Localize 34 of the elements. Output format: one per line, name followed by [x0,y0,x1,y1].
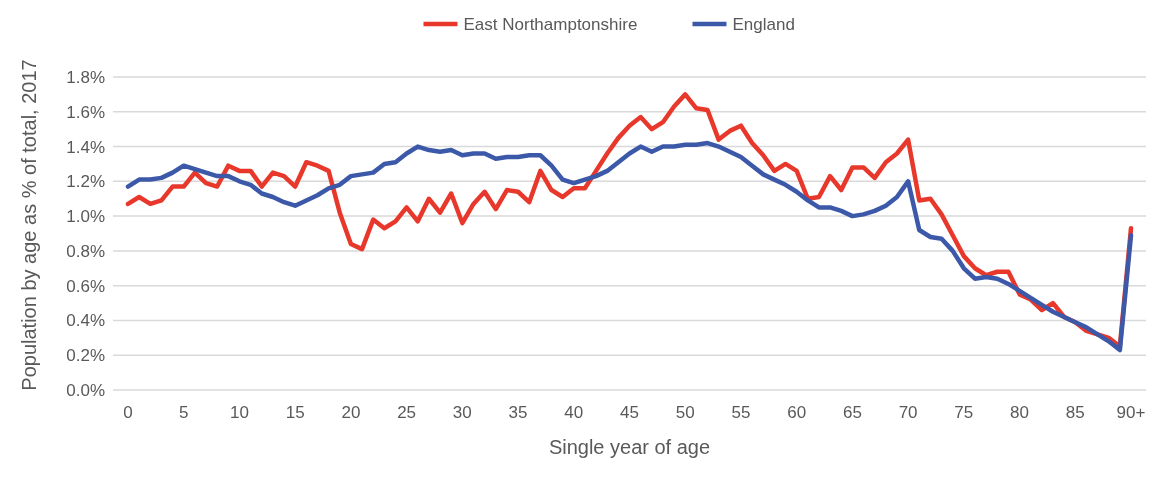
x-tick-label: 5 [178,403,189,422]
y-tick-label: 0.2% [66,346,105,366]
x-tick-label: 10 [229,403,249,422]
x-tick-label: 30 [452,403,472,422]
y-tick-label: 0.4% [66,311,105,331]
y-tick-label: 0.8% [66,241,105,261]
x-tick-label: 65 [842,403,862,422]
x-tick-label: 90+ [1116,403,1146,422]
x-tick-label: 75 [954,403,974,422]
y-tick-label: 1.6% [66,102,105,122]
y-tick-label: 0.0% [66,380,105,400]
x-tick-label: 0 [123,403,133,422]
y-tick-label: 1.8% [66,67,105,87]
x-tick-label: 55 [731,403,751,422]
x-tick-label: 25 [397,403,417,422]
x-tick-label: 85 [1065,403,1085,422]
x-tick-label: 40 [564,403,584,422]
x-tick-label: 20 [341,403,361,422]
y-tick-label: 1.0% [66,207,105,227]
legend-label: England [732,14,795,34]
line-series [125,140,1134,353]
x-tick-label: 50 [675,403,695,422]
x-tick-label: 35 [508,403,528,422]
legend-label: East Northamptonshire [463,14,638,34]
x-tick-label: 15 [285,403,305,422]
y-tick-label: 1.4% [66,137,105,157]
x-tick-label: 45 [620,403,639,422]
y-axis-title: Population by age as % of total, 2017 [18,59,40,391]
y-tick-label: 0.6% [66,276,105,296]
y-tick-label: 1.2% [66,172,105,192]
x-axis-title: Single year of age [548,436,711,458]
x-tick-label: 70 [898,403,918,422]
x-tick-label: 60 [787,403,807,422]
x-tick-label: 80 [1010,403,1030,422]
